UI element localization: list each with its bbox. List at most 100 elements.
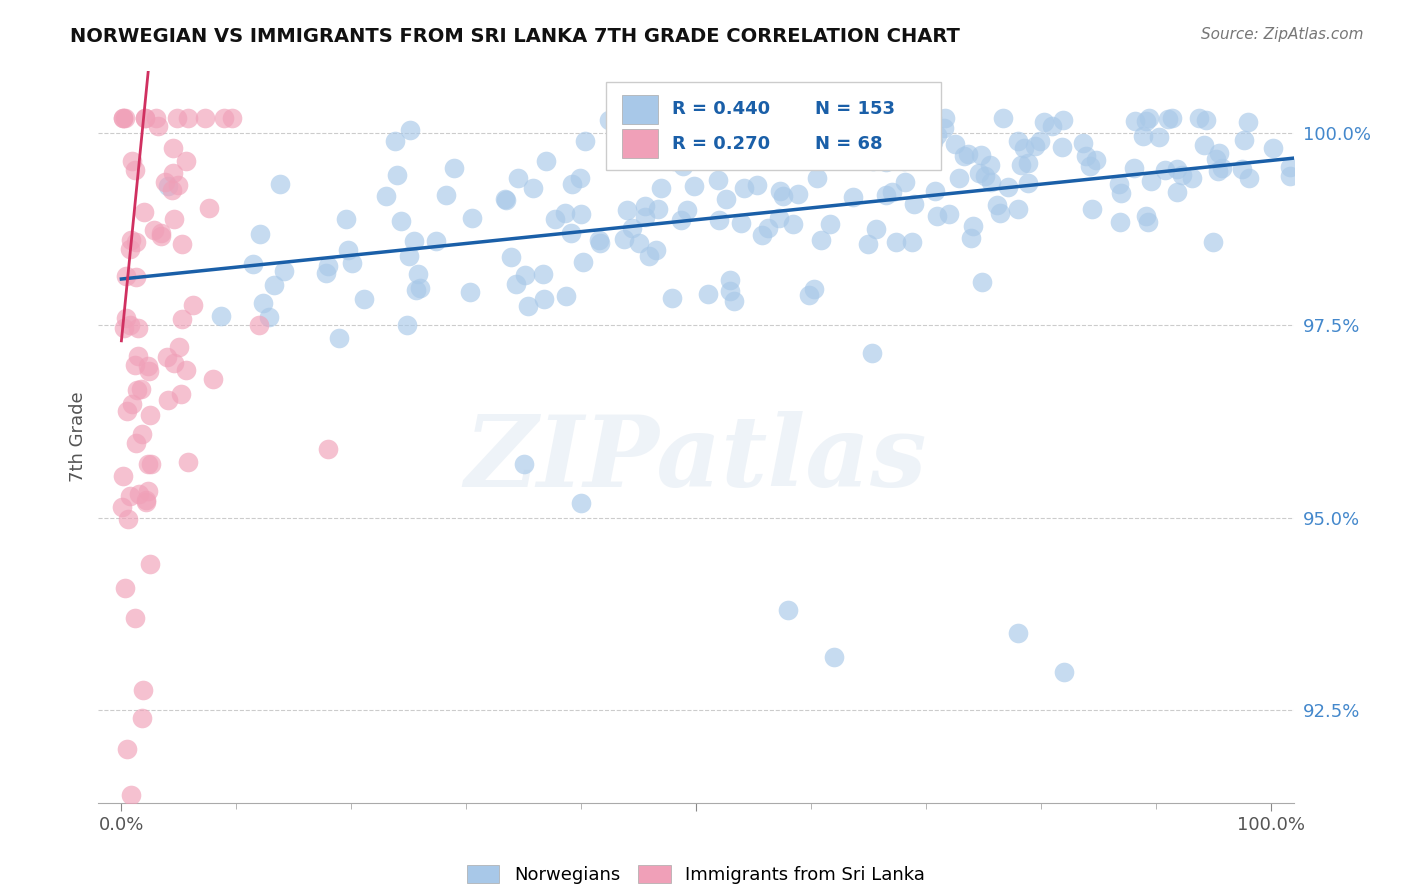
- Point: [820, 111, 842, 125]
- Point: [1154, 162, 1177, 177]
- Point: [574, 135, 596, 149]
- Legend: Norwegians, Immigrants from Sri Lanka: Norwegians, Immigrants from Sri Lanka: [458, 855, 934, 892]
- Point: [927, 209, 949, 223]
- Point: [959, 231, 981, 245]
- Point: [588, 233, 610, 247]
- Point: [856, 237, 879, 252]
- Point: [138, 409, 160, 423]
- Point: [948, 170, 970, 185]
- Point: [148, 119, 170, 133]
- Point: [875, 187, 897, 202]
- Point: [434, 187, 457, 202]
- Point: [672, 160, 695, 174]
- Point: [124, 235, 146, 249]
- Point: [1014, 141, 1036, 155]
- Point: [938, 207, 960, 221]
- Y-axis label: 7th Grade: 7th Grade: [69, 392, 87, 483]
- Point: [1017, 155, 1039, 169]
- Point: [1166, 162, 1188, 177]
- Point: [269, 178, 291, 192]
- Point: [1208, 146, 1230, 161]
- Point: [112, 321, 135, 335]
- Point: [340, 255, 363, 269]
- Point: [167, 340, 190, 354]
- Point: [921, 111, 943, 125]
- Point: [1007, 134, 1029, 148]
- Point: [139, 457, 162, 471]
- Point: [893, 128, 915, 143]
- Point: [988, 206, 1011, 220]
- Text: ZIPatlas: ZIPatlas: [465, 411, 927, 508]
- Point: [894, 151, 917, 165]
- Point: [554, 289, 576, 303]
- Point: [1111, 186, 1133, 200]
- Point: [560, 226, 582, 240]
- Point: [399, 123, 422, 137]
- Point: [162, 141, 184, 155]
- Point: [336, 243, 359, 257]
- Point: [1050, 140, 1073, 154]
- Point: [513, 268, 536, 282]
- Point: [174, 154, 197, 169]
- Point: [730, 216, 752, 230]
- Point: [768, 211, 790, 225]
- Point: [973, 169, 995, 184]
- Point: [799, 287, 821, 301]
- Point: [1166, 185, 1188, 199]
- Point: [662, 153, 685, 168]
- Point: [398, 249, 420, 263]
- Point: [124, 611, 146, 625]
- Text: NORWEGIAN VS IMMIGRANTS FROM SRI LANKA 7TH GRADE CORRELATION CHART: NORWEGIAN VS IMMIGRANTS FROM SRI LANKA 7…: [70, 27, 960, 45]
- Point: [839, 138, 862, 153]
- Point: [506, 171, 529, 186]
- Point: [782, 217, 804, 231]
- Point: [606, 111, 628, 125]
- Point: [751, 227, 773, 242]
- Point: [962, 219, 984, 234]
- Point: [166, 111, 188, 125]
- Point: [860, 346, 883, 360]
- Point: [170, 236, 193, 251]
- Point: [1147, 129, 1170, 144]
- Point: [1029, 134, 1052, 148]
- Point: [681, 148, 703, 162]
- Point: [263, 278, 285, 293]
- Point: [634, 210, 657, 224]
- Point: [1206, 164, 1229, 178]
- Point: [136, 359, 159, 373]
- Point: [894, 176, 917, 190]
- Point: [569, 495, 592, 509]
- Point: [1078, 159, 1101, 173]
- Point: [903, 197, 925, 211]
- Point: [1074, 149, 1097, 163]
- Point: [572, 255, 595, 269]
- Point: [979, 158, 1001, 172]
- Point: [242, 257, 264, 271]
- Point: [1040, 119, 1063, 133]
- Point: [827, 147, 849, 161]
- Point: [634, 199, 657, 213]
- Text: R = 0.270: R = 0.270: [672, 135, 770, 153]
- FancyBboxPatch shape: [621, 129, 658, 159]
- Point: [197, 201, 219, 215]
- Point: [115, 403, 138, 417]
- Point: [163, 356, 186, 370]
- Point: [894, 120, 917, 134]
- Point: [120, 788, 142, 802]
- Point: [124, 163, 146, 178]
- Point: [934, 111, 956, 125]
- Point: [997, 180, 1019, 194]
- Point: [142, 222, 165, 236]
- Point: [138, 364, 160, 378]
- Point: [952, 149, 974, 163]
- Point: [458, 285, 481, 299]
- Point: [247, 318, 270, 333]
- Point: [818, 217, 841, 231]
- Point: [1261, 141, 1284, 155]
- Text: N = 68: N = 68: [815, 135, 883, 153]
- Point: [1071, 136, 1094, 150]
- Point: [425, 234, 447, 248]
- Point: [153, 175, 176, 189]
- Point: [697, 286, 720, 301]
- Point: [1137, 215, 1160, 229]
